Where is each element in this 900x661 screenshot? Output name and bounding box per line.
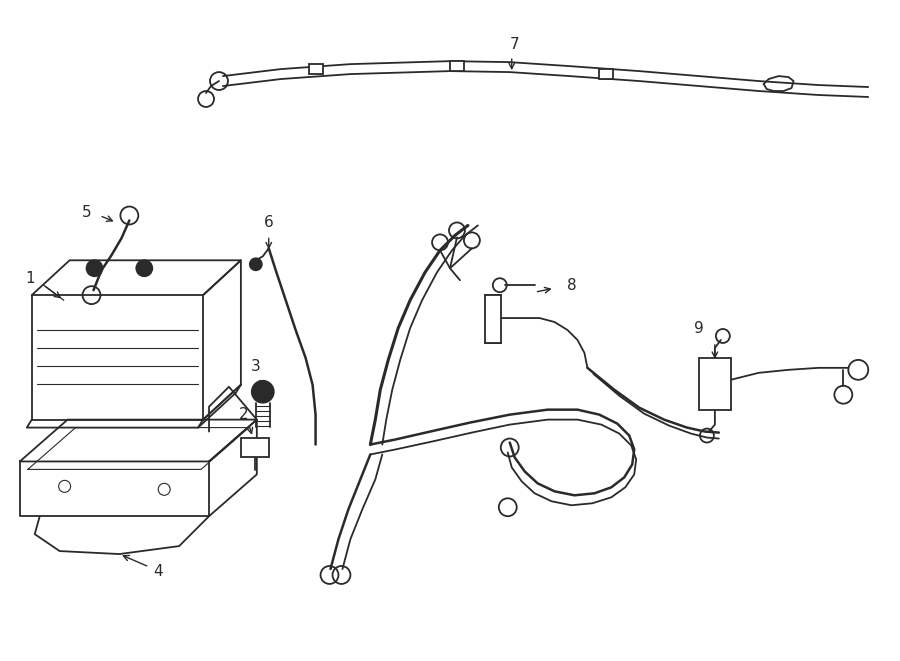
Circle shape: [136, 260, 152, 276]
Bar: [599, 69, 613, 79]
Circle shape: [91, 264, 98, 272]
Bar: [309, 64, 322, 74]
Text: 6: 6: [264, 215, 274, 230]
Bar: [450, 61, 464, 71]
Circle shape: [140, 264, 148, 272]
Text: 5: 5: [82, 205, 91, 220]
Bar: [699, 358, 731, 410]
Text: 2: 2: [239, 407, 248, 422]
Text: 3: 3: [251, 360, 261, 374]
Text: 8: 8: [567, 278, 576, 293]
Bar: [485, 295, 500, 343]
Text: 1: 1: [25, 271, 34, 286]
Text: 7: 7: [510, 37, 519, 52]
Text: 9: 9: [694, 321, 704, 336]
Text: 4: 4: [153, 564, 163, 580]
Circle shape: [250, 258, 262, 270]
Circle shape: [86, 260, 103, 276]
Bar: [241, 438, 269, 457]
Circle shape: [252, 381, 274, 403]
